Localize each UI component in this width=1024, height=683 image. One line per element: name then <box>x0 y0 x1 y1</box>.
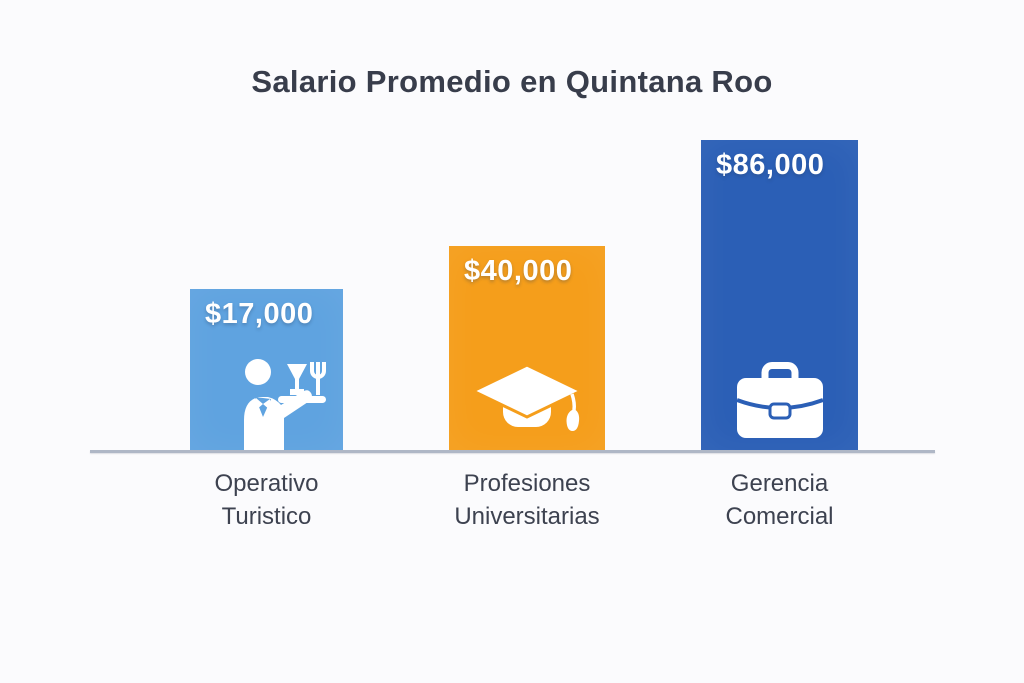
category-line: Comercial <box>725 503 834 530</box>
category-line: Profesiones <box>463 470 591 497</box>
category-line: Universitarias <box>454 503 600 530</box>
category-line: Turistico <box>221 503 312 530</box>
category-line: Operativo <box>214 470 319 497</box>
waiter-icon <box>244 359 326 452</box>
category-line: Gerencia <box>730 470 829 497</box>
chart-title: Salario Promedio en Quintana Roo <box>251 64 773 99</box>
category-label-gerencia-comercial: Gerencia Comercial <box>681 467 878 533</box>
bar-value-label: $86,000 <box>716 149 825 181</box>
bar-gerencia-comercial: $86,000 <box>701 140 858 452</box>
bar-value-label: $17,000 <box>205 298 314 330</box>
bar-value-label: $40,000 <box>464 255 573 287</box>
x-axis-line <box>90 450 935 453</box>
graduation-cap-icon <box>469 363 585 431</box>
category-label-profesiones-universitarias: Profesiones Universitarias <box>429 467 625 533</box>
bar-profesiones-universitarias: $40,000 <box>449 246 605 452</box>
category-label-operativo-turistico: Operativo Turistico <box>170 467 363 533</box>
briefcase-icon <box>737 362 823 438</box>
bar-operativo-turistico: $17,000 <box>190 289 343 452</box>
